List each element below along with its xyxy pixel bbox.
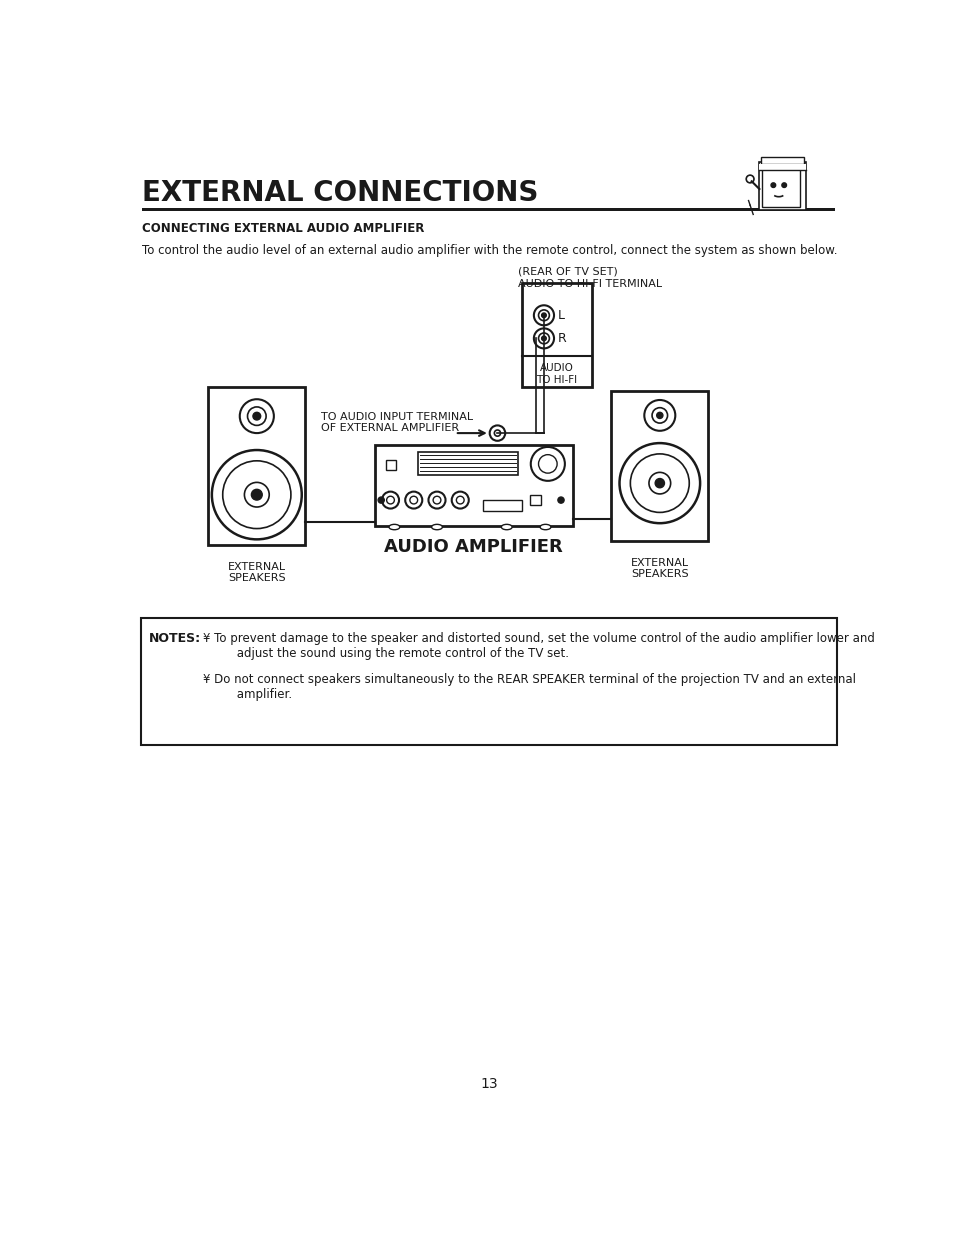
Text: EXTERNAL
SPEAKERS: EXTERNAL SPEAKERS — [228, 562, 286, 583]
Bar — [375, 445, 572, 526]
Text: AUDIO
TO HI-FI: AUDIO TO HI-FI — [536, 363, 578, 384]
Text: 13: 13 — [479, 1077, 497, 1091]
Circle shape — [781, 183, 785, 188]
Bar — [483, 500, 521, 511]
Circle shape — [655, 478, 664, 488]
Bar — [759, 163, 805, 169]
Text: CONNECTING EXTERNAL AUDIO AMPLIFIER: CONNECTING EXTERNAL AUDIO AMPLIFIER — [142, 222, 424, 235]
Circle shape — [252, 489, 262, 500]
Text: EXTERNAL CONNECTIONS: EXTERNAL CONNECTIONS — [142, 179, 538, 206]
Text: L: L — [558, 309, 564, 322]
Bar — [417, 452, 517, 475]
Text: (REAR OF TV SET): (REAR OF TV SET) — [517, 267, 618, 277]
Text: AUDIO AMPLIFIER: AUDIO AMPLIFIER — [384, 538, 562, 556]
Bar — [761, 168, 799, 206]
Bar — [521, 283, 592, 387]
Ellipse shape — [500, 525, 512, 530]
Ellipse shape — [539, 525, 550, 530]
Circle shape — [656, 412, 662, 419]
Circle shape — [558, 496, 563, 503]
Ellipse shape — [431, 525, 442, 530]
Bar — [141, 618, 836, 745]
Text: R: R — [558, 332, 566, 345]
Bar — [611, 390, 707, 541]
Text: To control the audio level of an external audio amplifier with the remote contro: To control the audio level of an externa… — [142, 243, 837, 257]
Bar — [759, 162, 805, 210]
Text: TO AUDIO INPUT TERMINAL: TO AUDIO INPUT TERMINAL — [320, 411, 473, 421]
Bar — [208, 387, 305, 545]
Circle shape — [770, 183, 775, 188]
Ellipse shape — [389, 525, 399, 530]
Text: ¥ To prevent damage to the speaker and distorted sound, set the volume control o: ¥ To prevent damage to the speaker and d… — [203, 632, 874, 659]
Bar — [760, 157, 803, 163]
Circle shape — [541, 336, 546, 341]
Bar — [142, 209, 835, 211]
Bar — [385, 461, 395, 471]
Bar — [530, 495, 540, 505]
Circle shape — [377, 496, 384, 503]
Text: ¥ Do not connect speakers simultaneously to the REAR SPEAKER terminal of the pro: ¥ Do not connect speakers simultaneously… — [203, 673, 855, 701]
Text: OF EXTERNAL AMPLIFIER: OF EXTERNAL AMPLIFIER — [320, 424, 458, 433]
Text: EXTERNAL
SPEAKERS: EXTERNAL SPEAKERS — [630, 558, 688, 579]
Circle shape — [541, 312, 546, 317]
Circle shape — [253, 412, 260, 420]
Text: NOTES:: NOTES: — [149, 632, 201, 645]
Text: AUDIO TO HI-FI TERMINAL: AUDIO TO HI-FI TERMINAL — [517, 279, 661, 289]
